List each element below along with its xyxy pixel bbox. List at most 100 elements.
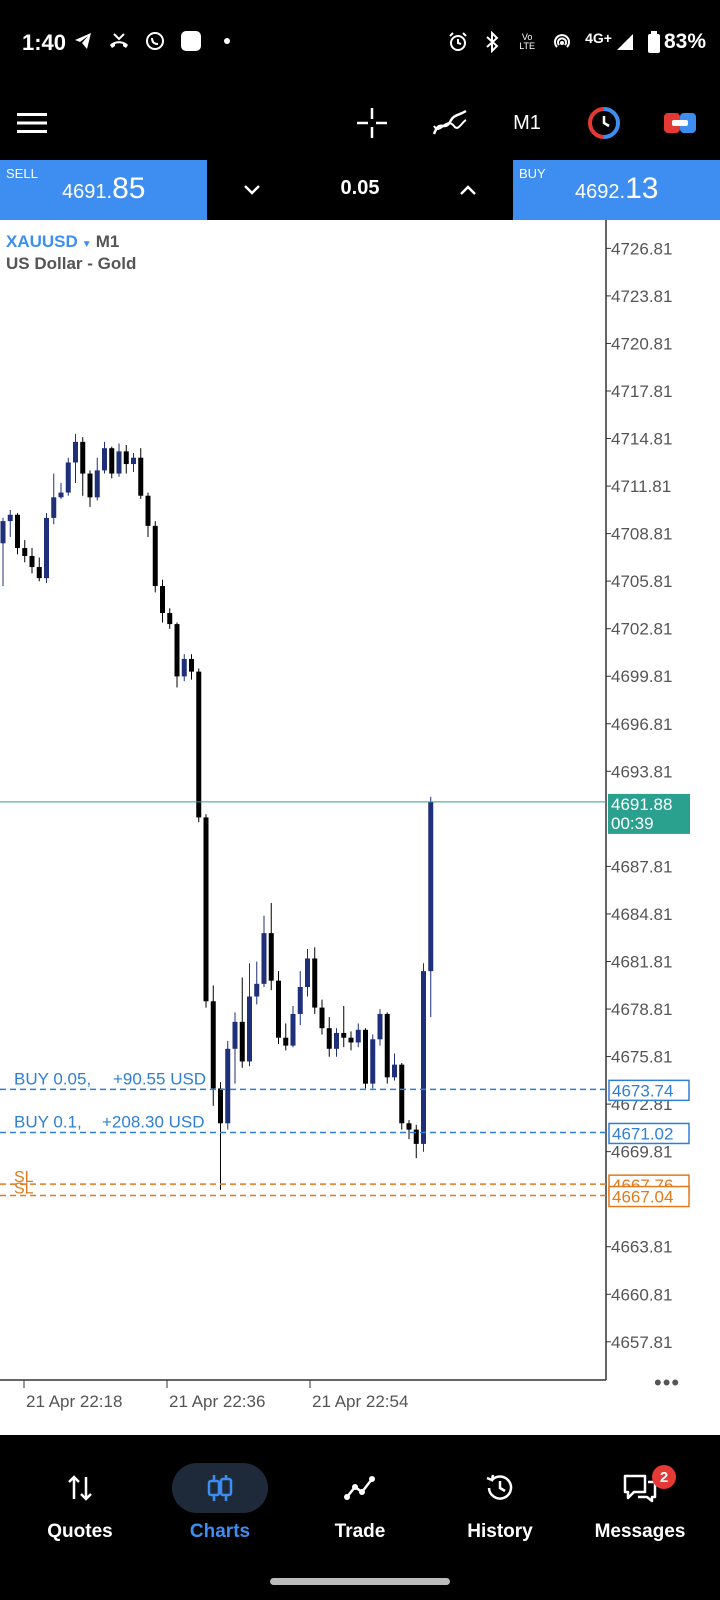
- battery-percent: 83%: [663, 30, 706, 53]
- candle-bull: [131, 457, 136, 465]
- buy-price-pips: 13: [625, 172, 659, 205]
- candle-bear: [123, 451, 129, 465]
- stop-loss-label: SL: [14, 1169, 34, 1186]
- chart-toolbar: M1: [0, 86, 720, 160]
- status-bar: 1:40 Vo LTE 4G+: [0, 0, 720, 86]
- nav-trade[interactable]: Trade: [290, 1463, 430, 1553]
- status-notification-icons: [72, 30, 238, 52]
- chart-symbol-title[interactable]: XAUUSD ▼ M1: [6, 232, 119, 252]
- history-clock-icon: [486, 1474, 513, 1500]
- y-tick-label: 4720.81: [611, 334, 672, 353]
- candle-bull: [51, 497, 57, 518]
- candle-bear: [152, 525, 158, 587]
- signal-icon: [614, 31, 636, 53]
- volume-value[interactable]: 0.05: [340, 177, 380, 199]
- y-tick-label: 4660.81: [611, 1285, 672, 1304]
- candle-bull: [232, 1021, 238, 1049]
- candle-bull: [7, 514, 13, 522]
- quotes-arrows-icon: [68, 1475, 92, 1501]
- nav-quotes[interactable]: Quotes: [10, 1463, 150, 1553]
- candle-bear: [341, 1032, 347, 1038]
- crosshair-button[interactable]: [352, 100, 392, 146]
- candle-bear: [319, 1007, 325, 1029]
- symbol-description: US Dollar - Gold: [6, 254, 137, 273]
- candle-bear: [413, 1129, 419, 1144]
- sell-button[interactable]: SELL 4691.85: [0, 160, 207, 220]
- volume-control: 0.05: [207, 160, 513, 220]
- volte-icon: Vo LTE: [519, 32, 536, 51]
- y-tick-label: 4708.81: [611, 525, 672, 544]
- current-price-label: 4691.88: [611, 795, 672, 814]
- candle-bull: [428, 801, 434, 972]
- buy-price: 4692.13: [575, 172, 658, 206]
- candle-bear: [174, 624, 180, 677]
- y-tick-label: 4714.81: [611, 430, 672, 449]
- candlestick-chart-svg[interactable]: 4726.81 4723.81 4720.81 4717.81 4714.81 4711.…: [0, 220, 720, 1435]
- candle-bull: [261, 933, 267, 984]
- buy-button[interactable]: BUY 4692.13: [513, 160, 720, 220]
- position-price-tag: [608, 1079, 690, 1102]
- price-chart[interactable]: 4726.81 4723.81 4720.81 4717.81 4714.81 4711.…: [0, 220, 720, 1435]
- candle-bull: [421, 971, 426, 1144]
- buy-price-main: 4692.: [575, 181, 626, 203]
- timeframe-button[interactable]: M1: [505, 100, 549, 146]
- sell-label: SELL: [6, 166, 38, 181]
- nav-charts-label: Charts: [189, 1521, 251, 1542]
- candle-bear: [326, 1028, 332, 1049]
- position-label: BUY 0.05,: [14, 1069, 91, 1088]
- position-price-tag: [608, 1122, 690, 1145]
- candle-bear: [29, 555, 35, 568]
- menu-button[interactable]: [12, 100, 52, 146]
- y-tick-label: 4723.81: [611, 287, 672, 306]
- telegram-icon: [72, 30, 94, 52]
- chevron-down-icon: [244, 185, 260, 195]
- candle-bull: [305, 958, 310, 987]
- current-price-tag: [608, 793, 690, 834]
- x-tick-label: 21 Apr 22:54: [312, 1392, 408, 1411]
- one-click-trade-panel: SELL 4691.85 0.05 BUY 4692.13: [0, 160, 720, 220]
- y-tick-label: 4663.81: [611, 1238, 672, 1257]
- y-tick-label: 4681.81: [611, 952, 672, 971]
- one-click-trade-icon: [664, 113, 696, 133]
- trade-line-icon: [344, 1476, 375, 1500]
- candle-bull: [44, 517, 49, 579]
- candle-bear: [276, 980, 281, 1038]
- y-tick-label: 4687.81: [611, 857, 672, 876]
- nav-history[interactable]: History: [430, 1463, 570, 1553]
- one-click-trading-button[interactable]: [660, 100, 700, 146]
- clock-objects-icon: [588, 107, 620, 139]
- candle-bull: [225, 1048, 231, 1124]
- home-indicator[interactable]: [270, 1578, 450, 1585]
- indicators-button[interactable]: [428, 100, 472, 146]
- objects-button[interactable]: [584, 100, 624, 146]
- candle-bear: [22, 548, 28, 556]
- candle-bull: [290, 1013, 296, 1046]
- candle-bull: [0, 521, 6, 544]
- x-tick-label: 21 Apr 22:36: [169, 1392, 265, 1411]
- timeframe-label: M1: [513, 111, 541, 134]
- candle-bear: [399, 1064, 405, 1124]
- hamburger-menu-icon: [17, 113, 47, 133]
- stop-loss-price-label: 4667.04: [612, 1188, 673, 1207]
- candle-bear: [384, 1013, 390, 1078]
- app-notification-icon: [180, 30, 202, 52]
- y-tick-label: 4702.81: [611, 620, 672, 639]
- y-tick-label: 4711.81: [611, 477, 671, 496]
- candle-bear: [87, 473, 93, 498]
- volume-decrease-button[interactable]: [237, 175, 267, 205]
- symbol-name: XAUUSD: [6, 232, 78, 251]
- more-options-icon[interactable]: •••: [654, 1370, 681, 1395]
- nav-messages[interactable]: 2 Messages: [570, 1463, 710, 1553]
- volume-increase-button[interactable]: [453, 175, 483, 205]
- candle-bull: [102, 448, 107, 471]
- battery-icon: [647, 31, 660, 53]
- sell-price: 4691.85: [62, 172, 145, 206]
- bluetooth-icon: [481, 31, 503, 53]
- crosshair-icon: [357, 108, 387, 138]
- nav-charts[interactable]: Charts: [150, 1463, 290, 1553]
- candle-bear: [145, 495, 151, 526]
- buy-label: BUY: [519, 166, 546, 181]
- network-type-label: 4G+: [585, 30, 612, 46]
- nav-history-label: History: [467, 1521, 533, 1542]
- missed-call-icon: [108, 30, 130, 52]
